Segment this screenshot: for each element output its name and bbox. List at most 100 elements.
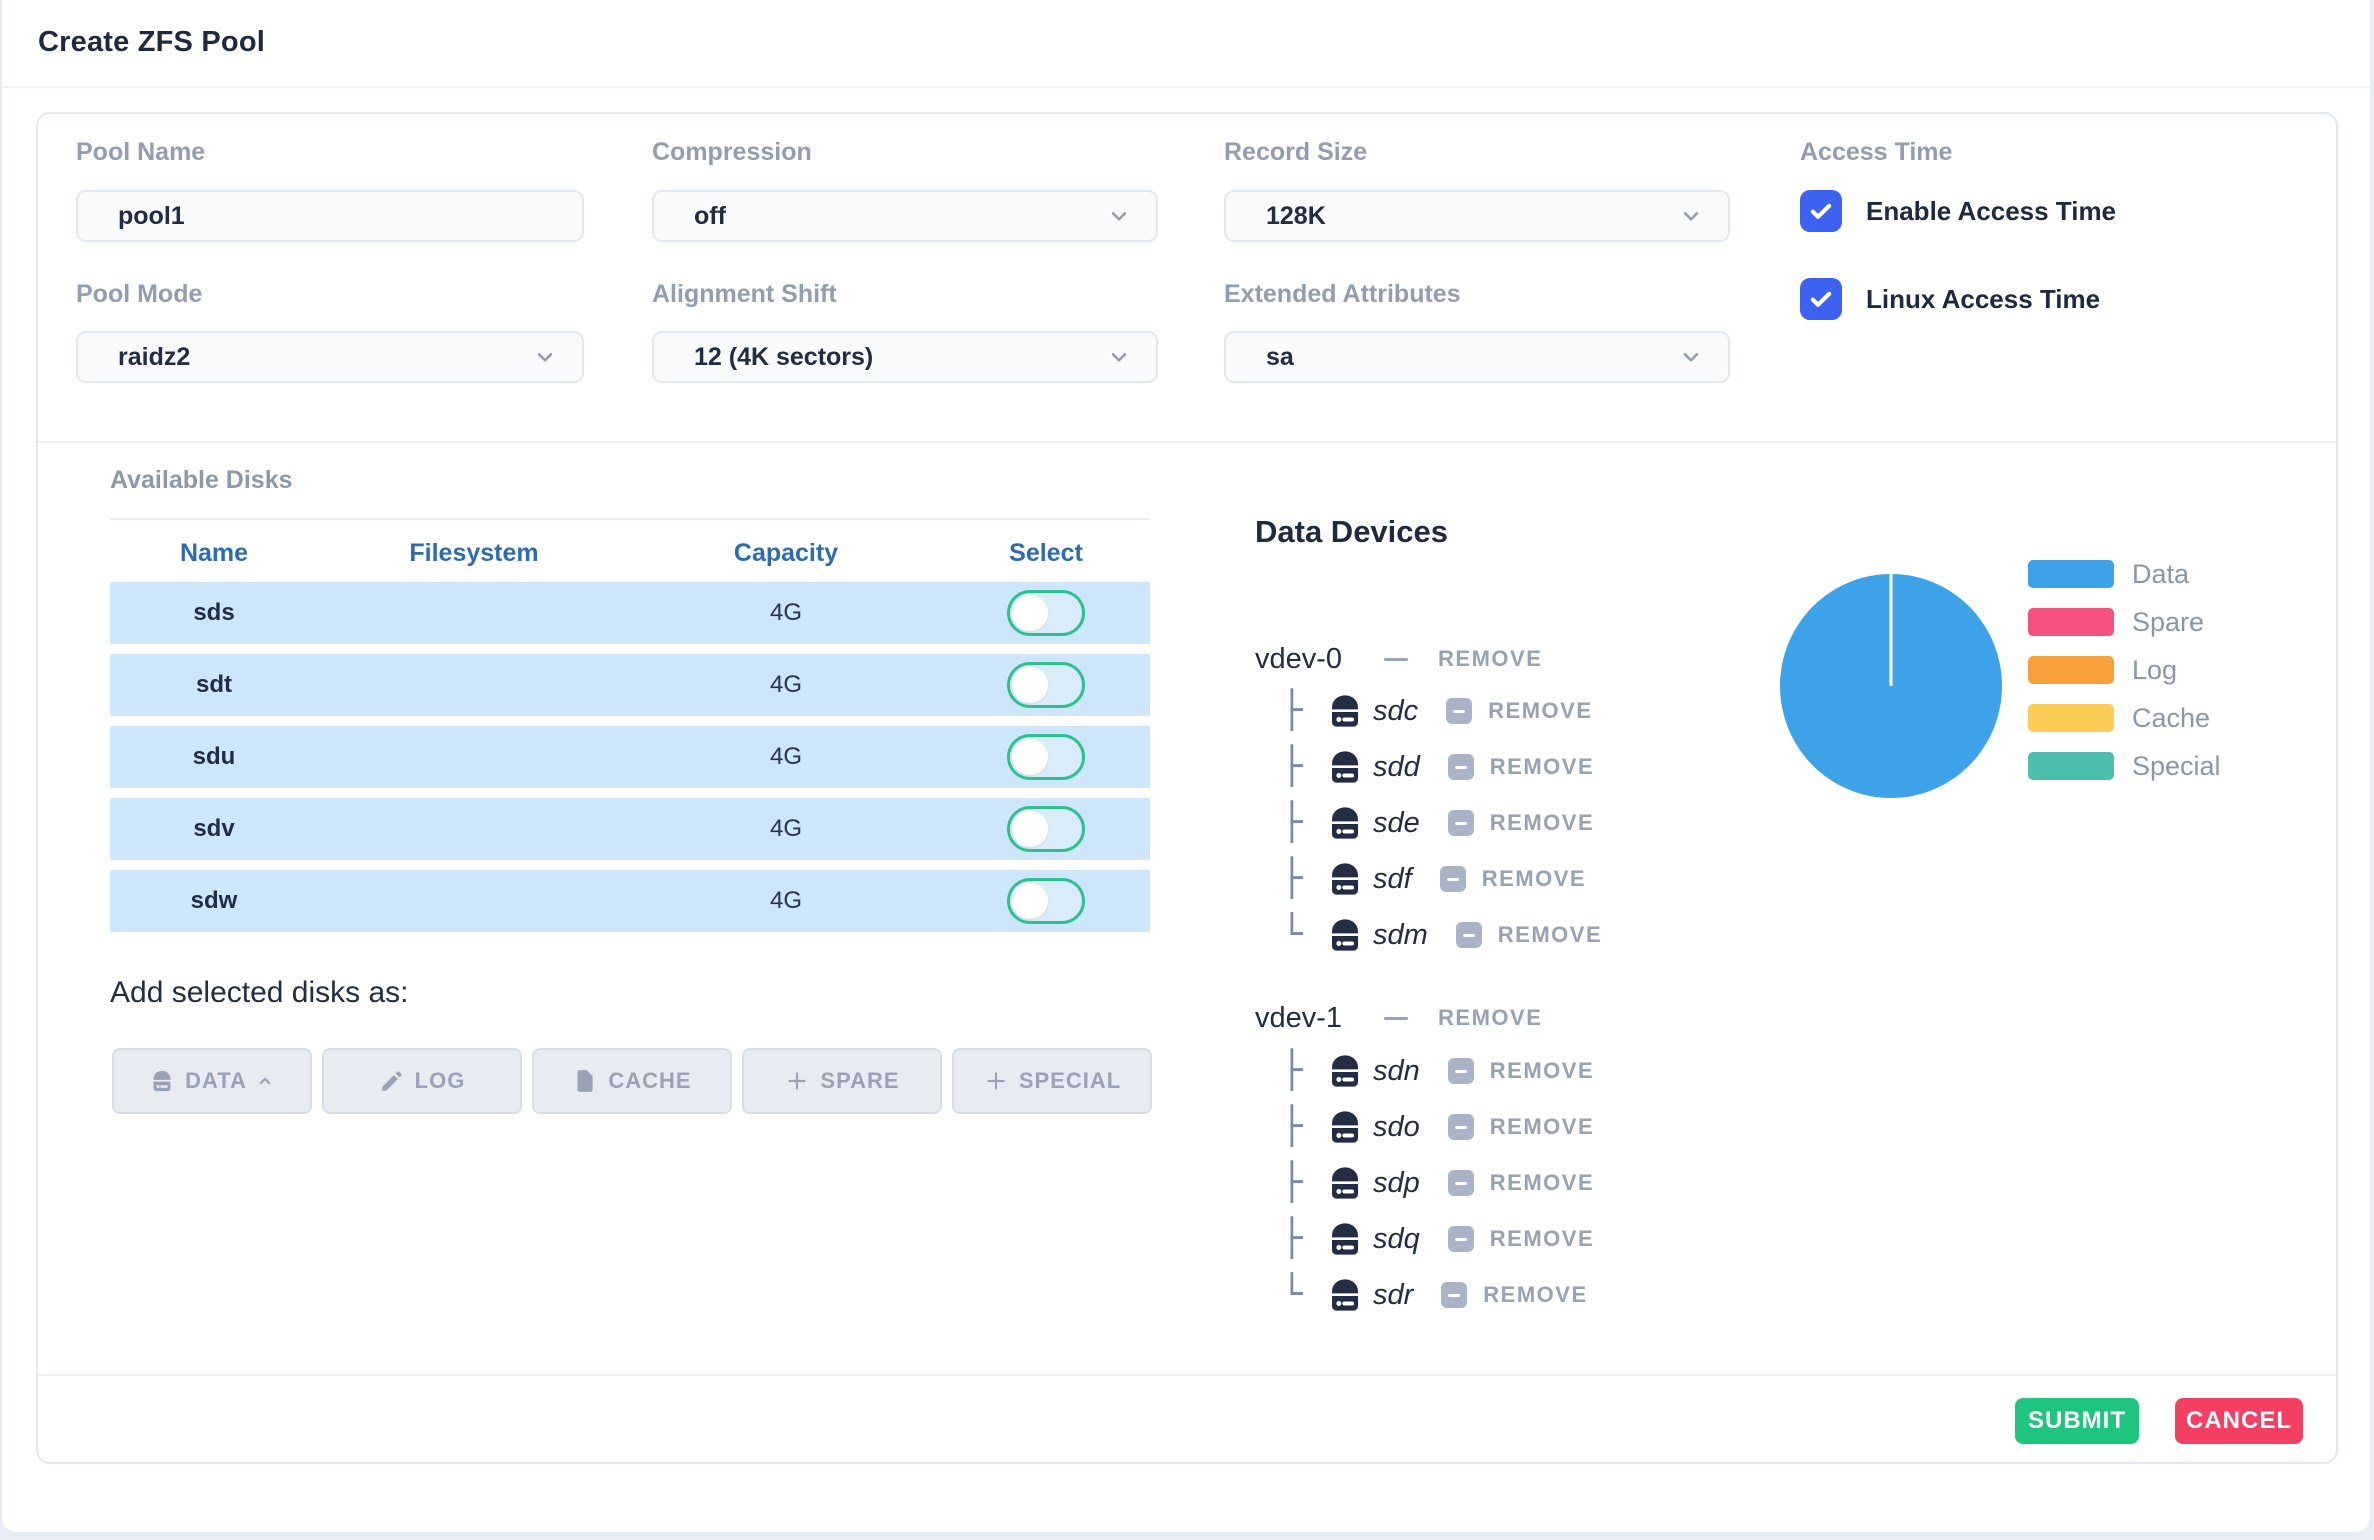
tree-branch-glyph: ├ [1281,1106,1303,1147]
toggle-knob [1012,667,1048,703]
drive-icon [1325,859,1365,899]
page-title: Create ZFS Pool [38,26,265,58]
add-log-button[interactable]: LOG [322,1048,522,1114]
remove-minus-icon[interactable] [1441,1282,1468,1308]
disk-capacity: 4G [769,671,802,698]
select-disk-toggle[interactable] [1007,806,1085,852]
column-header-select: Select [1009,538,1083,567]
extended-attributes-select[interactable]: sa [1224,331,1730,383]
submit-button[interactable]: SUBMIT [2015,1398,2139,1444]
drive-icon [1325,691,1365,731]
pie-chart-legend: Data Spare Log Cache Special [2028,559,2221,781]
legend-item: Spare [2028,607,2221,637]
vdev-disk-name: sdo [1373,1110,1420,1143]
vdev-disk-row: ├ sdd REMOVE [1281,739,1594,795]
access-time-label: Access Time [1800,138,1953,166]
table-row: sds 4G [110,582,1150,644]
vdev-disk-name: sdp [1373,1166,1420,1199]
table-row: sdu 4G [110,726,1150,788]
legend-swatch-data [2028,560,2114,588]
vdev-name: vdev-1 [1255,1001,1343,1034]
drive-icon [1325,747,1365,787]
remove-minus-icon[interactable] [1447,1226,1474,1252]
vdev-disk-name: sdq [1373,1222,1420,1255]
vdev-disk-row: └ sdr REMOVE [1281,1267,1588,1323]
remove-minus-icon[interactable] [1439,866,1466,892]
remove-minus-icon[interactable] [1455,922,1482,948]
caret-up-icon [255,1071,275,1091]
add-spare-button[interactable]: SPARE [742,1048,942,1114]
add-selected-disks-label: Add selected disks as: [110,976,409,1009]
linux-access-time-checkbox[interactable] [1800,278,1842,320]
table-heading-divider [110,518,1150,520]
legend-item: Data [2028,559,2221,589]
legend-swatch-log [2028,656,2114,684]
alignment-shift-select[interactable]: 12 (4K sectors) [652,331,1158,383]
tree-last-glyph: └ [1281,914,1303,955]
record-size-select[interactable]: 128K [1224,190,1730,242]
pool-form-card: Pool Name Compression Record Size Access… [36,112,2338,1464]
remove-disk-link[interactable]: REMOVE [1489,1170,1595,1195]
disk-name: sdw [190,887,238,914]
vdev-disk-name: sdm [1373,918,1428,951]
add-special-button[interactable]: SPECIAL [952,1048,1152,1114]
plus-icon [983,1068,1009,1094]
vdev-disk-name: sdf [1373,862,1412,895]
remove-disk-link[interactable]: REMOVE [1489,810,1595,835]
minus-icon [1384,1016,1409,1020]
drive-icon [1325,1163,1365,1203]
select-disk-toggle[interactable] [1007,878,1085,924]
vdev-disk-row: ├ sdn REMOVE [1281,1043,1594,1099]
remove-minus-icon[interactable] [1446,698,1473,724]
drive-icon [1325,1107,1365,1147]
disk-name: sdu [192,743,236,770]
remove-vdev-link[interactable]: REMOVE [1438,1005,1543,1030]
tree-branch-glyph: ├ [1281,802,1303,843]
remove-disk-link[interactable]: REMOVE [1483,1282,1588,1307]
add-data-button[interactable]: DATA [112,1048,312,1114]
remove-minus-icon[interactable] [1447,1058,1474,1084]
pool-mode-select[interactable]: raidz2 [76,331,584,383]
toggle-knob [1012,739,1048,775]
compression-label: Compression [652,138,812,166]
pie-slice-divider [1889,574,1893,686]
pool-name-input[interactable]: pool1 [76,190,584,242]
chevron-down-icon [1678,203,1704,229]
minus-icon [1384,657,1409,661]
disk-name: sdt [196,671,232,698]
compression-select[interactable]: off [652,190,1158,242]
remove-minus-icon[interactable] [1447,754,1474,780]
add-cache-button[interactable]: CACHE [532,1048,732,1114]
legend-item: Cache [2028,703,2221,733]
remove-disk-link[interactable]: REMOVE [1497,922,1603,947]
remove-minus-icon[interactable] [1447,810,1474,836]
drive-icon [1325,1051,1365,1091]
remove-vdev-link[interactable]: REMOVE [1438,646,1543,671]
remove-disk-link[interactable]: REMOVE [1489,754,1595,779]
alignment-shift-label: Alignment Shift [652,280,837,308]
remove-disk-link[interactable]: REMOVE [1481,866,1587,891]
pool-name-label: Pool Name [76,138,206,166]
select-disk-toggle[interactable] [1007,662,1085,708]
remove-disk-link[interactable]: REMOVE [1489,1058,1595,1083]
remove-disk-link[interactable]: REMOVE [1488,698,1593,723]
remove-disk-link[interactable]: REMOVE [1489,1114,1595,1139]
select-disk-toggle[interactable] [1007,590,1085,636]
linux-access-time-checkbox-label: Linux Access Time [1866,283,2101,314]
select-disk-toggle[interactable] [1007,734,1085,780]
legend-swatch-spare [2028,608,2114,636]
enable-access-time-checkbox[interactable] [1800,190,1842,232]
cancel-button[interactable]: CANCEL [2175,1398,2303,1444]
remove-minus-icon[interactable] [1447,1170,1474,1196]
legend-item: Special [2028,751,2221,781]
remove-disk-link[interactable]: REMOVE [1489,1226,1595,1251]
vdev-disk-row: ├ sde REMOVE [1281,795,1594,851]
legend-swatch-special [2028,752,2114,780]
remove-minus-icon[interactable] [1447,1114,1474,1140]
toggle-knob [1012,883,1048,919]
table-row: sdw 4G [110,870,1150,932]
disk-capacity: 4G [769,599,802,626]
vdev-header: vdev-0 REMOVE [1255,639,1542,679]
vdev-header: vdev-1 REMOVE [1255,998,1542,1038]
